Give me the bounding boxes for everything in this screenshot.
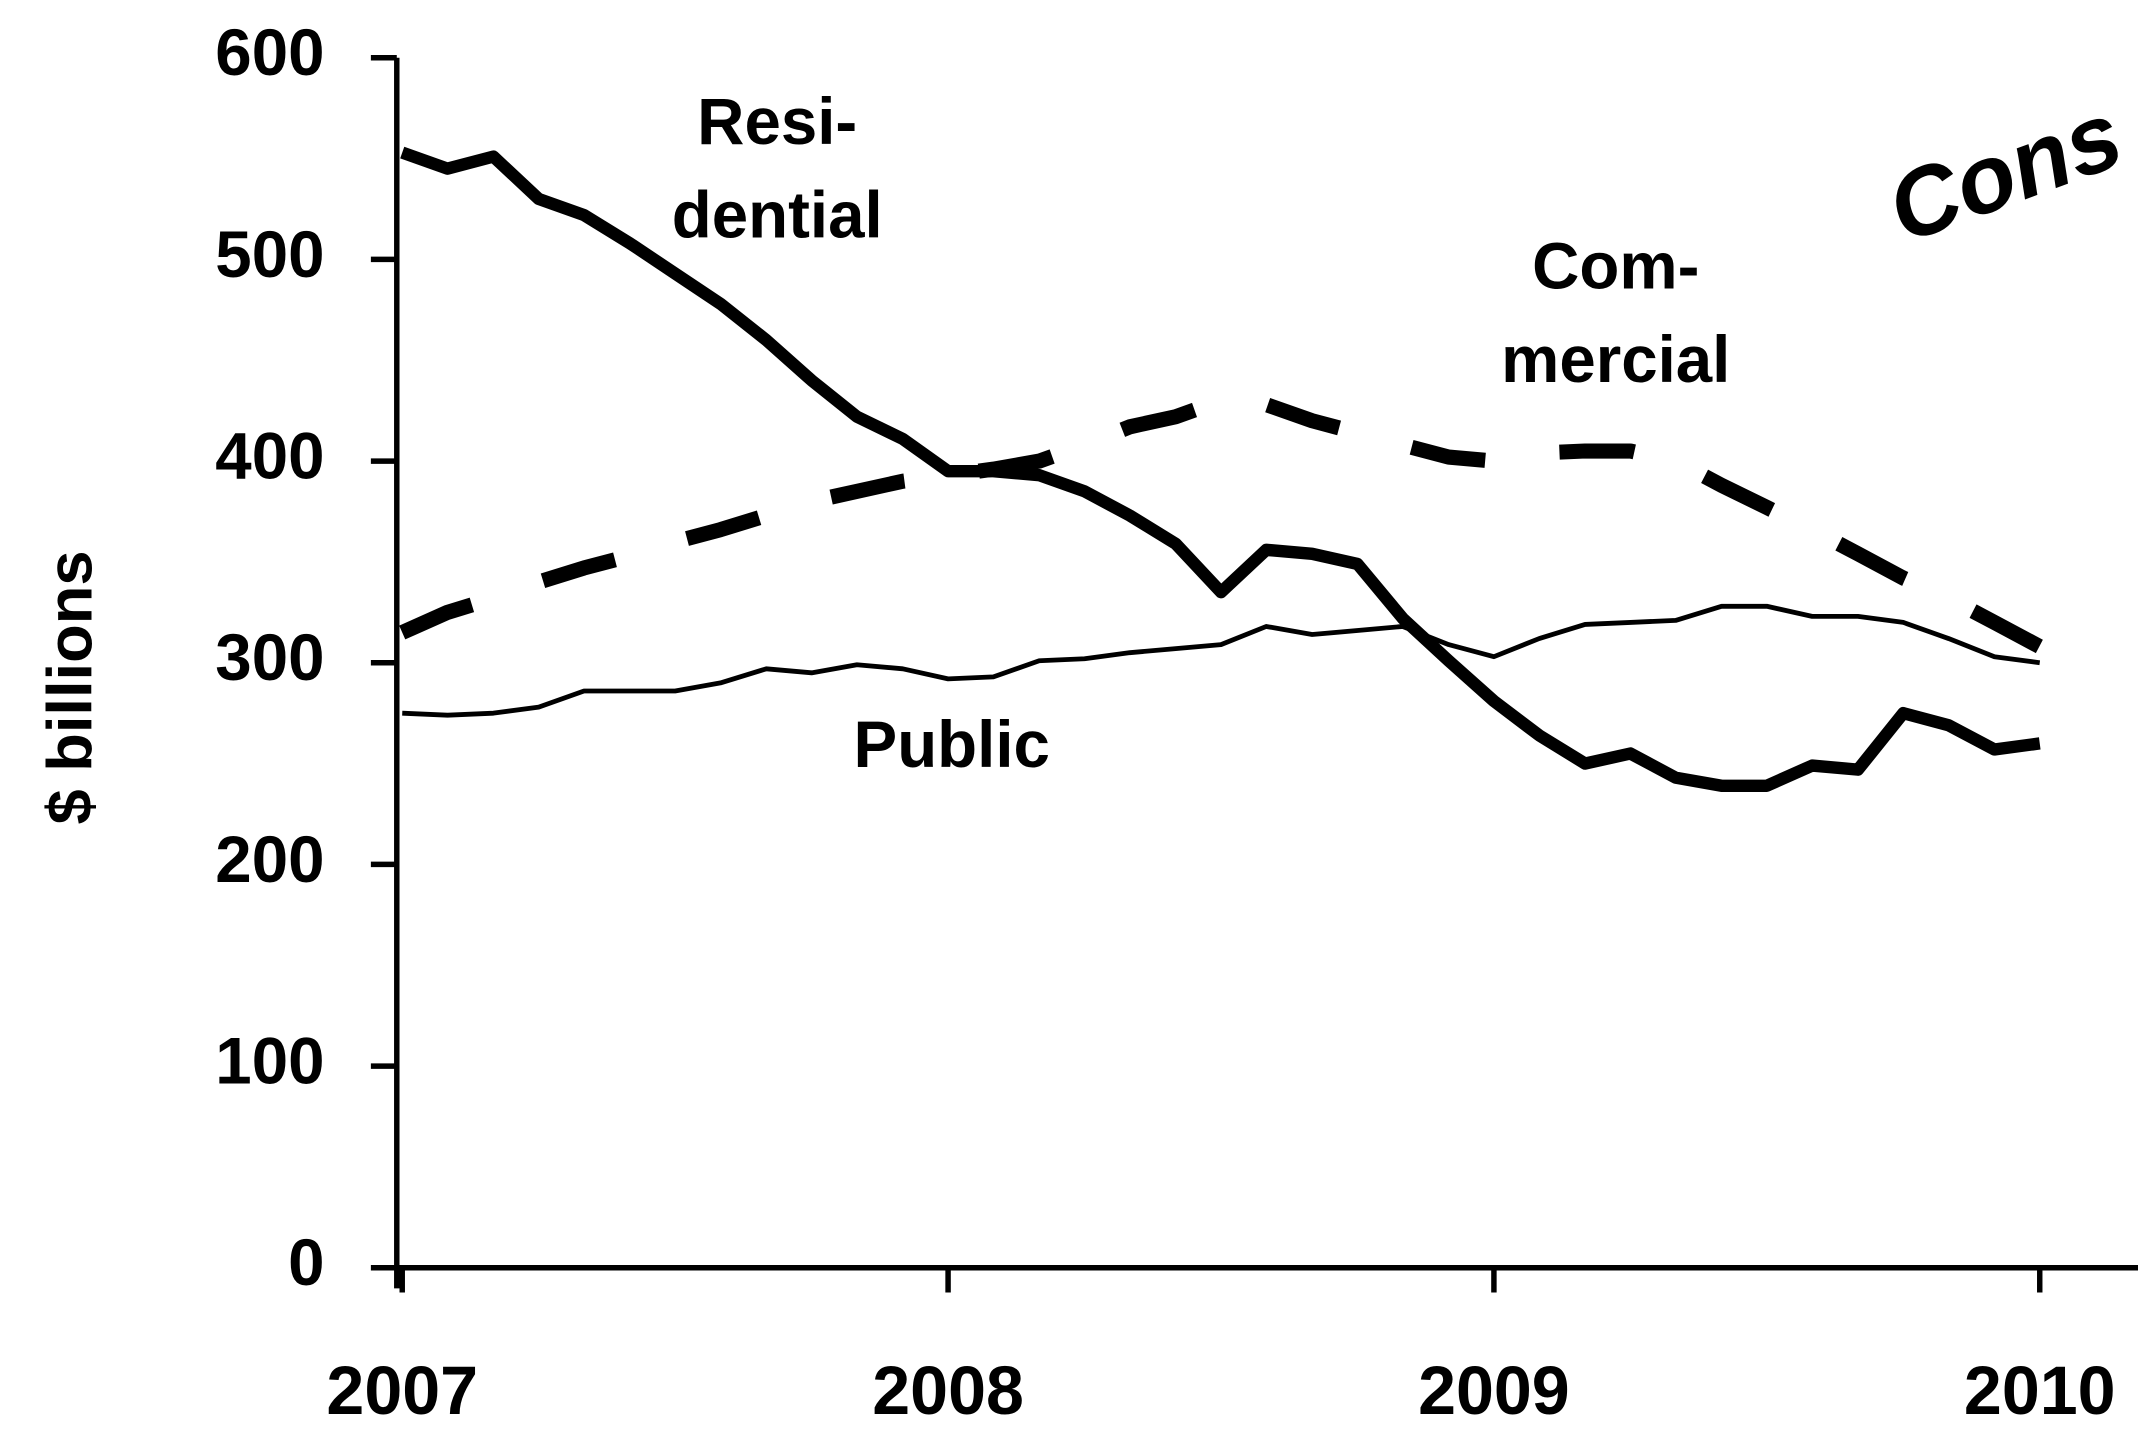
x-tick-label: 2008 [872,1352,1024,1429]
annotation: Com- [1532,229,1699,302]
annotation: dential [672,178,883,251]
annotation: Cons [1875,80,2136,263]
x-tick-label: 2010 [1964,1352,2116,1429]
y-tick-label: 500 [215,218,324,291]
annotation: Public [854,708,1050,781]
y-tick-label: 400 [215,419,324,492]
y-tick-label: 200 [215,823,324,896]
y-tick-label: 600 [215,16,324,89]
y-tick-label: 0 [288,1226,324,1299]
x-tick-label: 2007 [326,1352,478,1429]
y-tick-label: 300 [215,621,324,694]
series-line [402,603,2041,718]
y-axis-label: $ billions [36,550,106,824]
series-line [400,146,2041,792]
series-line [399,393,2044,654]
y-tick-label: 100 [215,1024,324,1097]
x-tick-label: 2009 [1418,1352,1570,1429]
annotation: mercial [1501,323,1730,396]
annotation: Resi- [697,85,857,158]
